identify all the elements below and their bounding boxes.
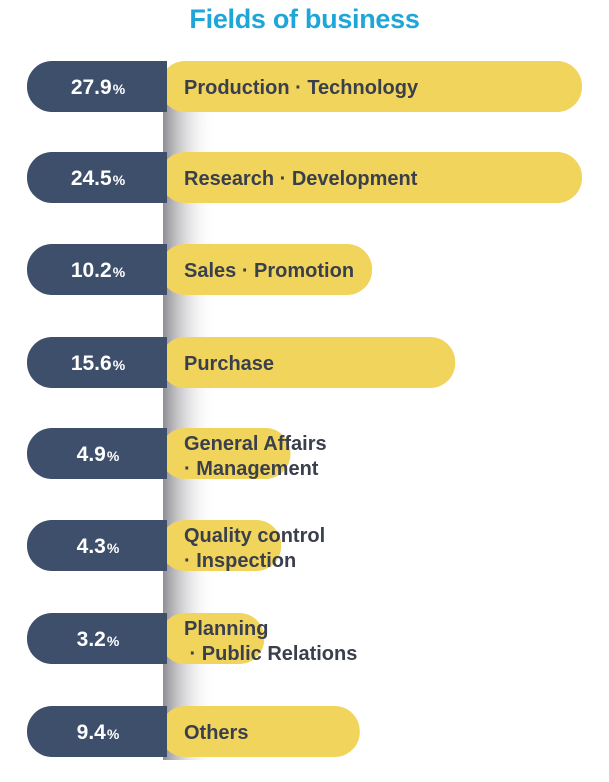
data-label-unit: % <box>113 357 126 373</box>
chart-title: Fields of business <box>189 4 420 34</box>
data-label-unit: % <box>107 726 120 742</box>
bar-row: 15.6% Purchase <box>27 337 456 388</box>
bar <box>160 613 265 664</box>
data-label: 4.3% <box>77 535 120 558</box>
data-label-value: 15.6 <box>71 352 112 375</box>
bar-row: 4.9% General Affairs · Management <box>27 428 327 480</box>
percent-pill <box>27 520 167 571</box>
bar <box>160 61 582 112</box>
bar <box>160 152 582 203</box>
bar-row: 4.3% Quality control · Inspection <box>27 520 325 572</box>
data-label: 4.9% <box>77 443 120 466</box>
data-label: 9.4% <box>77 721 120 744</box>
data-label-value: 24.5 <box>71 167 112 190</box>
percent-pill <box>27 244 167 295</box>
bar <box>160 428 291 479</box>
bar-row: 27.9% Production · Technology <box>27 61 582 112</box>
data-label-unit: % <box>113 264 126 280</box>
data-label: 27.9% <box>71 76 126 99</box>
bar <box>160 337 456 388</box>
data-label-unit: % <box>107 633 120 649</box>
percent-pill <box>27 706 167 757</box>
category-label-line: · Management <box>184 458 319 480</box>
data-label-unit: % <box>113 81 126 97</box>
percent-pill-edge <box>137 244 167 295</box>
data-label-unit: % <box>107 540 120 556</box>
bar <box>160 706 360 757</box>
category-label-line: · Inspection <box>184 550 296 572</box>
category-label: Planning · Public Relations <box>184 618 357 665</box>
category-label-line: Planning <box>184 618 268 640</box>
bar-row: 3.2% Planning · Public Relations <box>27 613 357 665</box>
data-label: 15.6% <box>71 352 126 375</box>
percent-pill-edge <box>137 428 167 479</box>
bar <box>160 244 373 295</box>
percent-pill-edge <box>137 520 167 571</box>
bar-row: 10.2% Sales · Promotion <box>27 244 373 295</box>
category-label: Sales · Promotion <box>184 260 354 282</box>
percent-pill-edge <box>137 613 167 664</box>
category-label: Research · Development <box>184 168 418 190</box>
percent-pill <box>27 613 167 664</box>
percent-pill-edge <box>137 152 167 203</box>
percent-pill-edge <box>137 706 167 757</box>
bar-row: 24.5% Research · Development <box>27 152 582 203</box>
category-label: Production · Technology <box>184 77 419 99</box>
category-label-line: · Public Relations <box>184 643 357 665</box>
data-label-value: 10.2 <box>71 259 112 282</box>
bar-row: 9.4% Others <box>27 706 360 757</box>
percent-pill <box>27 152 167 203</box>
category-label: General Affairs · Management <box>184 433 327 480</box>
category-label: Quality control · Inspection <box>184 525 325 572</box>
data-label-value: 4.3 <box>77 535 106 558</box>
data-label-value: 4.9 <box>77 443 106 466</box>
data-label: 3.2% <box>77 628 120 651</box>
bar <box>160 520 282 571</box>
data-label-unit: % <box>113 172 126 188</box>
category-label: Purchase <box>184 353 274 375</box>
percent-pill <box>27 428 167 479</box>
category-label: Others <box>184 722 248 744</box>
percent-pill-edge <box>137 61 167 112</box>
data-label-value: 27.9 <box>71 76 112 99</box>
data-label: 24.5% <box>71 167 126 190</box>
percent-pill <box>27 337 167 388</box>
data-label-unit: % <box>107 448 120 464</box>
data-label: 10.2% <box>71 259 126 282</box>
percent-pill <box>27 61 167 112</box>
category-label-line: Quality control <box>184 525 325 547</box>
data-label-value: 3.2 <box>77 628 106 651</box>
percent-pill-edge <box>137 337 167 388</box>
data-label-value: 9.4 <box>77 721 107 744</box>
category-label-line: General Affairs <box>184 433 327 455</box>
